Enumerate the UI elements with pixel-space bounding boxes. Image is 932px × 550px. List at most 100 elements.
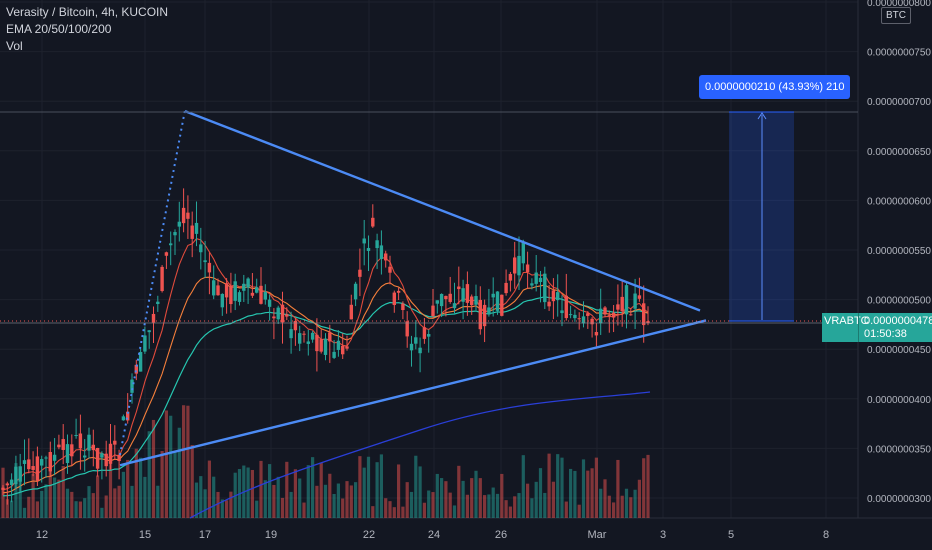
candle-body [186, 212, 190, 219]
candle-body [306, 341, 310, 344]
volume-bar [293, 469, 297, 518]
volume-bar [577, 504, 581, 518]
time-axis-label[interactable]: 24 [428, 529, 440, 541]
price-axis-label[interactable]: 0.0000000500 [867, 296, 931, 307]
candle-body [151, 313, 156, 323]
measure-arrow-head [757, 112, 767, 120]
volume-bar [444, 481, 448, 518]
candle-body [375, 240, 379, 249]
candle-body [27, 459, 31, 470]
candle-body [478, 299, 482, 330]
dotted-pole-line [119, 109, 186, 456]
volume-bar [289, 491, 293, 518]
price-axis-label[interactable]: 0.0000000300 [867, 494, 931, 505]
candle-body [620, 296, 624, 312]
time-axis-label[interactable]: 17 [199, 529, 211, 541]
currency-badge[interactable]: BTC [881, 7, 911, 24]
volume-bar [121, 471, 125, 518]
volume-bar [607, 495, 611, 518]
volume-bar [44, 484, 48, 518]
price-axis-label[interactable]: 0.0000000550 [867, 246, 931, 257]
time-axis-label[interactable]: 3 [660, 529, 666, 541]
volume-bar [194, 482, 199, 518]
candle-body [207, 262, 212, 273]
time-axis-label[interactable]: 19 [265, 529, 277, 541]
volume-bar [474, 470, 478, 518]
candle-body [577, 318, 581, 320]
time-axis-label[interactable]: Mar [588, 529, 607, 541]
price-axis-label[interactable]: 0.0000000750 [867, 48, 931, 59]
volume-bar [594, 457, 598, 518]
candle-body [57, 444, 61, 448]
volume-bar [435, 473, 439, 518]
volume-bar [517, 493, 521, 518]
candle-body [259, 285, 263, 304]
volume-bar [182, 405, 186, 518]
volume-bar [164, 410, 168, 518]
candle-body [465, 284, 470, 303]
ema-indicator-label[interactable]: EMA 20/50/100/200 [6, 22, 112, 36]
candle-body [280, 304, 285, 323]
time-axis-label[interactable]: 8 [823, 529, 829, 541]
candle-body [65, 444, 70, 464]
candle-body [336, 340, 341, 350]
candle-body [646, 321, 650, 324]
candle-body [267, 299, 272, 307]
candle-body [405, 321, 409, 337]
time-axis-label[interactable]: 12 [36, 529, 48, 541]
price-axis-label[interactable]: 0.0000000650 [867, 147, 931, 158]
volume-bar [35, 501, 39, 518]
candle-body [629, 314, 633, 316]
volume-bar [250, 469, 254, 518]
volume-bar [65, 488, 70, 518]
volume-bar [14, 463, 18, 518]
chart-legend: Verasity / Bitcoin, 4h, KUCOIN EMA 20/50… [6, 4, 168, 55]
candle-body [310, 332, 315, 340]
candle-body [538, 277, 543, 283]
volume-bar [263, 480, 267, 518]
volume-bar [358, 456, 362, 518]
volume-bar [113, 488, 117, 518]
volume-bar [590, 468, 594, 518]
price-axis-label[interactable]: 0.0000000700 [867, 97, 931, 108]
price-axis-label[interactable]: 0.0000000450 [867, 345, 931, 356]
volume-indicator-label[interactable]: Vol [6, 39, 23, 53]
candle-body [164, 252, 169, 256]
volume-bar [91, 493, 95, 518]
price-axis-label[interactable]: 0.0000000350 [867, 444, 931, 455]
volume-bar [401, 506, 405, 518]
candle-body [551, 290, 556, 302]
symbol-title[interactable]: Verasity / Bitcoin, 4h, KUCOIN [6, 5, 169, 19]
candle-body [91, 444, 95, 451]
volume-bar [461, 480, 465, 518]
candle-body [40, 459, 44, 466]
last-price-separator [858, 313, 859, 342]
candle-body [293, 320, 298, 331]
volume-bar [513, 496, 517, 518]
time-axis-label[interactable]: 5 [728, 529, 734, 541]
volume-bar [18, 471, 22, 518]
candle-body [435, 300, 439, 304]
price-axis-label[interactable]: 0.0000000400 [867, 395, 931, 406]
lower-trendline [119, 319, 707, 467]
volume-bar [603, 479, 607, 518]
time-axis-label[interactable]: 22 [363, 529, 375, 541]
volume-bar [323, 484, 328, 518]
time-axis-label[interactable]: 15 [139, 529, 151, 541]
volume-bar [440, 478, 444, 518]
candle-body [181, 207, 186, 224]
volume-bar [646, 454, 650, 518]
volume-bar [388, 501, 392, 518]
candle-body [642, 303, 646, 326]
volume-bar [414, 455, 418, 518]
candle-body [594, 332, 599, 336]
candle-body [508, 273, 513, 281]
price-axis-label[interactable]: 0.0000000800 [867, 0, 931, 9]
time-axis-label[interactable]: 26 [495, 529, 507, 541]
price-axis-label[interactable]: 0.0000000600 [867, 196, 931, 207]
candle-body [224, 283, 229, 298]
candle-body [117, 454, 121, 462]
candle-body [396, 290, 401, 293]
